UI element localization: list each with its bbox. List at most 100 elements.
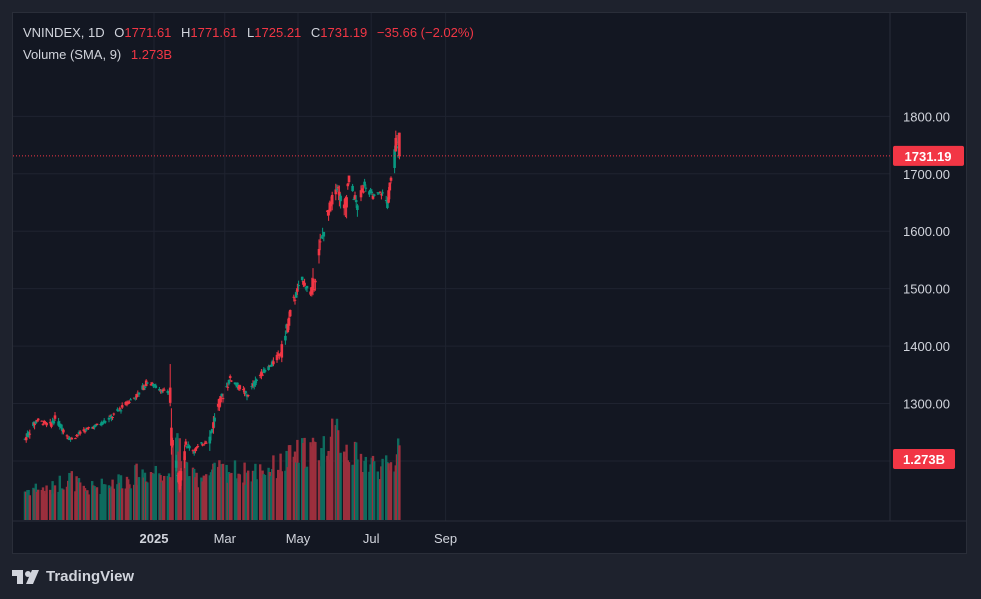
candle-body — [364, 187, 368, 189]
candle-body — [62, 429, 65, 433]
candle-body — [212, 422, 215, 429]
candle-body — [45, 422, 48, 426]
candle-body — [293, 299, 297, 301]
candle-body — [238, 385, 242, 390]
volume-bar — [262, 474, 265, 520]
candle-body — [303, 282, 306, 286]
volume-bar — [356, 459, 359, 520]
candle-body — [111, 416, 114, 418]
candle-body — [221, 398, 225, 400]
volume-bar — [297, 462, 300, 520]
volume-bar — [159, 475, 162, 520]
candle-body — [353, 195, 357, 199]
candle-body — [92, 426, 95, 429]
volume-bar — [53, 485, 57, 520]
volume-bar — [188, 476, 191, 520]
candle-body — [227, 379, 231, 384]
candle-body — [359, 190, 363, 198]
candle-body — [196, 446, 200, 448]
close-label: C — [310, 25, 321, 40]
candle-body — [202, 444, 206, 446]
candle-body — [104, 421, 107, 423]
y-tick-label: 1500.00 — [903, 282, 950, 297]
volume-bar — [261, 470, 264, 520]
candles — [23, 130, 401, 493]
candle-body — [320, 237, 323, 239]
volume-bar — [37, 489, 40, 520]
candle-body — [36, 418, 40, 421]
volume-bar — [129, 488, 132, 520]
volume-badge — [893, 449, 955, 469]
volume-bar — [95, 487, 99, 520]
x-tick-label: Mar — [214, 531, 237, 546]
candle-body — [377, 192, 381, 194]
candle-body — [41, 423, 45, 425]
volume-bar — [112, 488, 115, 520]
candle-body — [93, 425, 96, 428]
volume-bar — [33, 489, 36, 520]
high-label: H — [181, 25, 191, 40]
candle-body — [346, 183, 350, 187]
volume-bar — [351, 464, 354, 520]
volume-bar — [389, 462, 393, 520]
candle-body — [226, 386, 230, 388]
volume-badge-text: 1.273B — [903, 452, 945, 467]
candle-body — [107, 417, 111, 420]
candle-body — [95, 423, 99, 425]
candle-body — [287, 317, 291, 326]
candle-body — [116, 409, 119, 411]
high-value: 1771.61 — [190, 25, 238, 40]
candle-body — [117, 410, 120, 412]
volume-bar — [45, 485, 48, 520]
candle-body — [352, 198, 356, 200]
candle-body — [312, 289, 316, 291]
volume-bar — [289, 445, 292, 520]
candle-body — [368, 191, 371, 195]
candle-body — [360, 188, 364, 192]
candle-body — [50, 423, 53, 427]
candle-body — [398, 132, 401, 156]
volume-bar — [221, 463, 225, 520]
candle-body — [70, 437, 74, 440]
candle-body — [186, 444, 190, 446]
candle-body — [158, 389, 161, 391]
candle-body — [135, 394, 138, 398]
volume-bar — [387, 463, 390, 520]
candle-body — [219, 396, 222, 403]
candle-body — [356, 205, 359, 211]
volume-bar — [28, 495, 31, 520]
volume-legend-label: Volume (SMA, 9) — [23, 47, 122, 62]
candle-body — [244, 391, 248, 393]
volume-bar — [230, 472, 233, 520]
candle-body — [184, 441, 188, 445]
tradingview-logo[interactable]: TradingView — [12, 568, 134, 585]
candle-body — [275, 354, 279, 361]
volume-bar — [183, 456, 186, 520]
candle-body — [171, 439, 174, 446]
candle-body — [27, 432, 30, 436]
volume-bar — [146, 482, 149, 520]
candle-body — [369, 190, 372, 192]
chart-frame[interactable]: 1200.001300.001400.001500.001600.001700.… — [12, 12, 967, 554]
volume-bar — [70, 471, 73, 520]
volume-bar — [347, 462, 351, 520]
chart-plot[interactable]: 1200.001300.001400.001500.001600.001700.… — [13, 13, 967, 554]
candle-body — [53, 415, 57, 419]
x-tick-label: Sep — [434, 531, 457, 546]
candle-body — [381, 192, 384, 194]
candle-body — [300, 276, 304, 280]
volume-bar — [141, 469, 144, 520]
candle-body — [40, 420, 44, 422]
y-tick-label: 1600.00 — [903, 224, 950, 239]
volume-bar — [87, 494, 90, 520]
candle-body — [230, 380, 233, 382]
candle-body — [322, 231, 326, 237]
candle-body — [370, 191, 374, 193]
low-label: L — [247, 25, 255, 40]
volume-bar — [327, 450, 330, 520]
candle-body — [168, 387, 172, 403]
candle-body — [255, 379, 258, 382]
candle-body — [339, 195, 342, 202]
volume-bar — [213, 462, 216, 520]
y-tick-label: 1700.00 — [903, 167, 950, 182]
